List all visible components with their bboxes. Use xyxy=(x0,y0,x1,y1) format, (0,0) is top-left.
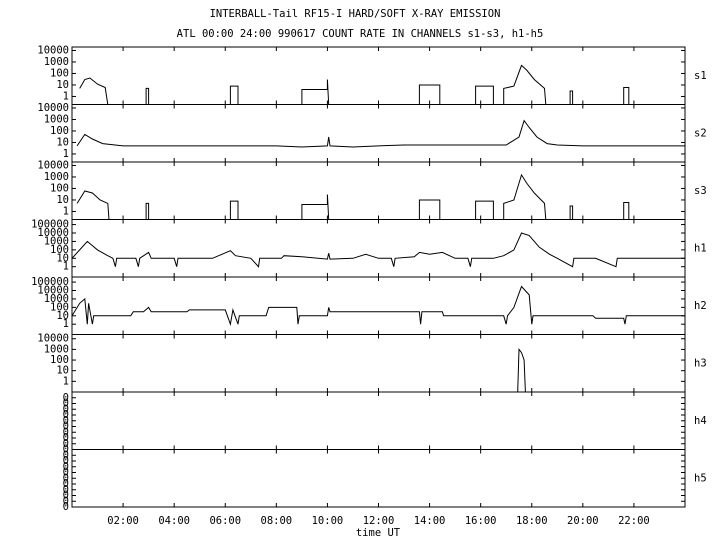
panel-label: h1 xyxy=(694,242,707,254)
y-tick-label: 1000 xyxy=(44,235,69,247)
data-line xyxy=(76,119,685,148)
y-tick-label: 100 xyxy=(50,244,69,256)
y-tick-label: 10000 xyxy=(37,333,69,345)
y-tick-label: 1 xyxy=(63,90,69,102)
y-tick-label: 0 xyxy=(63,455,69,467)
y-tick-label: 0 xyxy=(63,449,69,461)
y-tick-label: 0 xyxy=(63,467,69,479)
panel-frame xyxy=(71,276,686,335)
y-tick-label: 1000 xyxy=(44,113,69,125)
y-tick-label: 1000 xyxy=(44,171,69,183)
data-line xyxy=(517,348,526,392)
x-tick-label: 12:00 xyxy=(363,515,395,527)
y-tick-label: 10 xyxy=(56,365,69,377)
y-tick-label: 100 xyxy=(50,67,69,79)
panel-label: h2 xyxy=(694,300,707,312)
y-tick-label: 0 xyxy=(63,438,69,450)
y-tick-label: 1000 xyxy=(44,56,69,68)
y-tick-label: 0 xyxy=(63,409,69,421)
y-tick-label: 10 xyxy=(56,136,69,148)
x-tick-label: 22:00 xyxy=(618,515,650,527)
panel-label: h4 xyxy=(694,415,707,427)
y-tick-label: 0 xyxy=(63,472,69,484)
y-tick-label: 10000 xyxy=(37,102,69,114)
y-tick-label: 10000 xyxy=(37,284,69,296)
data-line xyxy=(72,285,685,327)
x-tick-label: 08:00 xyxy=(261,515,293,527)
y-tick-label: 10 xyxy=(56,252,69,264)
y-tick-label: 10 xyxy=(56,194,69,206)
y-tick-label: 0 xyxy=(63,415,69,427)
y-tick-label: 10000 xyxy=(37,44,69,56)
y-tick-label: 1 xyxy=(63,148,69,160)
y-tick-label: 0 xyxy=(63,392,69,404)
x-tick-label: 20:00 xyxy=(567,515,599,527)
y-tick-label: 10 xyxy=(56,79,69,91)
panel-frame xyxy=(71,334,686,393)
panel-frame xyxy=(71,161,686,220)
x-tick-label: 04:00 xyxy=(158,515,190,527)
data-line xyxy=(79,64,630,105)
y-tick-label: 1000 xyxy=(44,343,69,355)
panel-frame xyxy=(71,46,686,105)
y-tick-label: 100 xyxy=(50,301,69,313)
y-tick-label: 1 xyxy=(63,205,69,217)
data-line xyxy=(72,232,685,268)
panel-frame xyxy=(71,391,686,450)
y-tick-label: 0 xyxy=(63,461,69,473)
x-tick-label: 18:00 xyxy=(516,515,548,527)
data-line xyxy=(76,173,630,220)
x-tick-label: 02:00 xyxy=(107,515,139,527)
y-tick-label: 1 xyxy=(63,375,69,387)
y-tick-label: 100000 xyxy=(31,276,69,288)
y-tick-label: 0 xyxy=(63,398,69,410)
panel-label: h3 xyxy=(694,357,707,369)
panel-frame xyxy=(71,104,686,163)
y-tick-label: 0 xyxy=(63,444,69,456)
chart-subtitle: ATL 00:00 24:00 990617 COUNT RATE IN CHA… xyxy=(177,28,544,40)
y-tick-label: 100 xyxy=(50,354,69,366)
y-tick-label: 0 xyxy=(63,403,69,415)
y-tick-label: 1 xyxy=(63,261,69,273)
y-tick-label: 10000 xyxy=(37,159,69,171)
y-tick-label: 100000 xyxy=(31,219,69,231)
chart-title: INTERBALL-Tail RF15-I HARD/SOFT X-RAY EM… xyxy=(210,8,501,20)
panel-label: s1 xyxy=(694,70,707,82)
y-tick-label: 0 xyxy=(63,495,69,507)
y-tick-label: 0 xyxy=(63,501,69,513)
y-tick-label: 100 xyxy=(50,125,69,137)
y-tick-label: 0 xyxy=(63,484,69,496)
y-tick-label: 1 xyxy=(63,318,69,330)
x-axis-label: time UT xyxy=(356,527,401,539)
x-tick-label: 14:00 xyxy=(414,515,446,527)
x-tick-label: 10:00 xyxy=(312,515,344,527)
panel-label: h5 xyxy=(694,472,707,484)
y-tick-label: 0 xyxy=(63,490,69,502)
panel-frame xyxy=(71,219,686,278)
x-tick-label: 16:00 xyxy=(465,515,497,527)
y-tick-label: 10 xyxy=(56,310,69,322)
panel-label: s3 xyxy=(694,185,707,197)
x-tick-label: 06:00 xyxy=(209,515,241,527)
y-tick-label: 0 xyxy=(63,432,69,444)
y-tick-label: 1000 xyxy=(44,293,69,305)
y-tick-label: 0 xyxy=(63,478,69,490)
y-tick-label: 100 xyxy=(50,182,69,194)
y-tick-label: 10000 xyxy=(37,227,69,239)
y-tick-label: 0 xyxy=(63,426,69,438)
panel-label: s2 xyxy=(694,127,707,139)
y-tick-label: 0 xyxy=(63,421,69,433)
panel-frame xyxy=(71,449,686,508)
